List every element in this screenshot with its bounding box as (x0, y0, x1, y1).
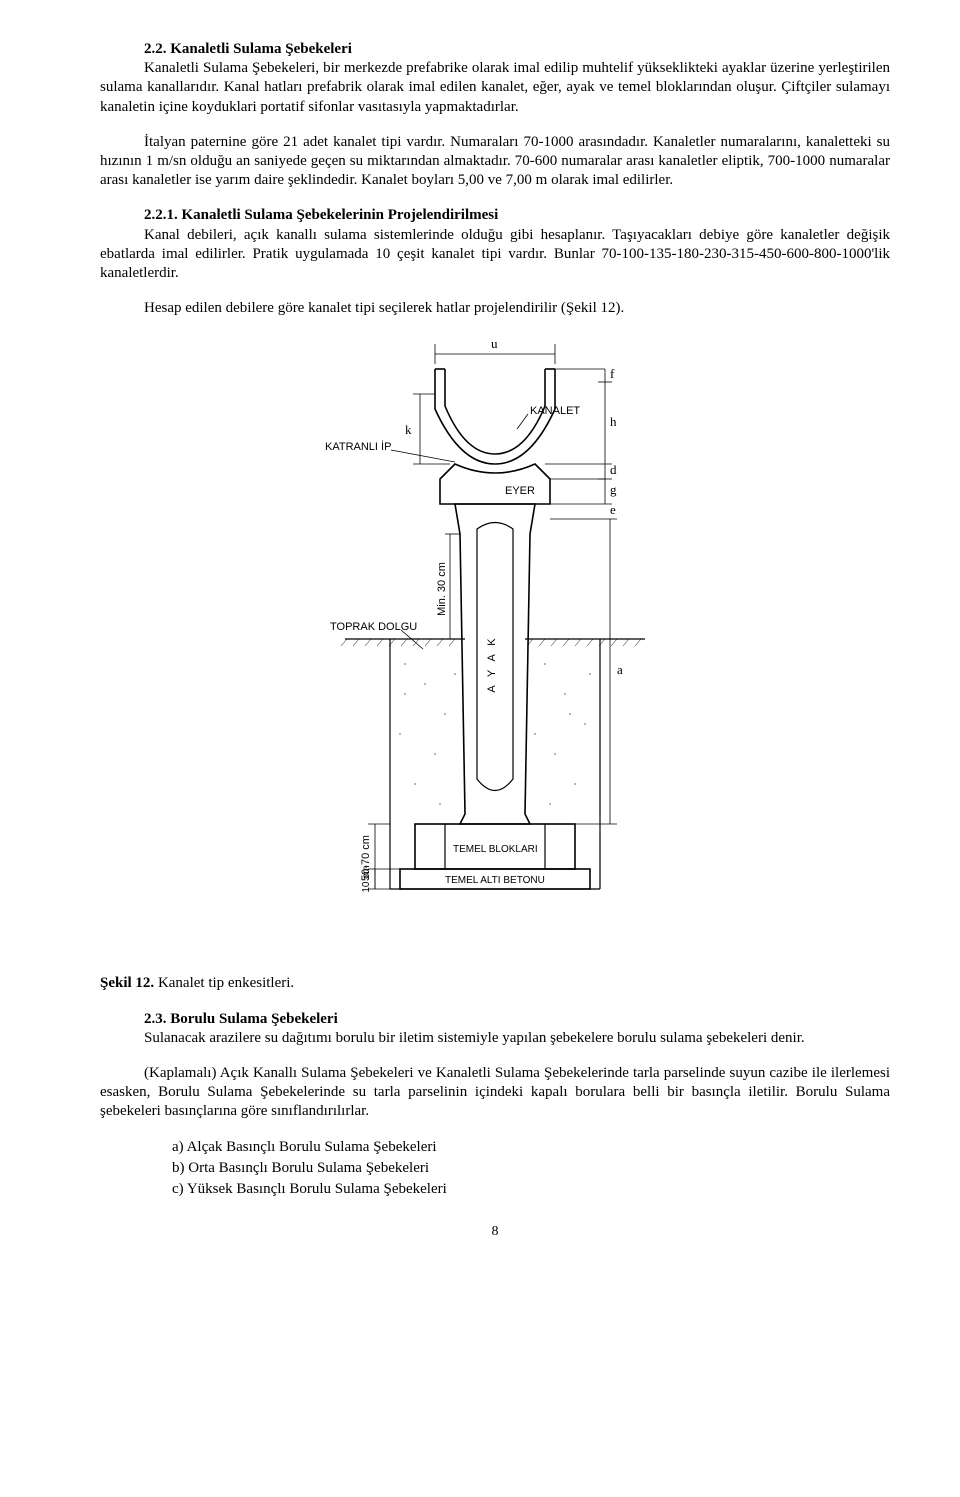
dim-d: d (610, 462, 617, 477)
dim-u: u (491, 336, 498, 351)
heading-2-2: 2.2. Kanaletli Sulama Şebekeleri (100, 40, 890, 59)
label-ayak: A Y A K (486, 636, 498, 693)
list-item-b: b) Orta Basınçlı Borulu Sulama Şebekeler… (172, 1159, 890, 1178)
list-item-c: c) Yüksek Basınçlı Borulu Sulama Şebekel… (172, 1180, 890, 1199)
dim-k: k (405, 422, 412, 437)
para-2-3-a: Sulanacak arazilere su dağıtımı borulu b… (100, 1029, 890, 1048)
page-number: 8 (100, 1223, 890, 1241)
para-2-2-a: Kanaletli Sulama Şebekeleri, bir merkezd… (100, 59, 890, 117)
dim-f: f (610, 366, 615, 381)
dim-g: g (610, 482, 617, 497)
heading-2-3: 2.3. Borulu Sulama Şebekeleri (100, 1010, 890, 1029)
dim-h: h (610, 414, 617, 429)
dim-min-30: Min. 30 cm (436, 562, 448, 616)
label-eyer: EYER (505, 485, 535, 497)
para-2-2-b: İtalyan paternine göre 21 adet kanalet t… (100, 133, 890, 191)
kanalet-diagram: u f h k KANALET KATRANLI İP EYER d g e A… (305, 334, 685, 954)
label-temel-alti-betonu: TEMEL ALTI BETONU (445, 875, 545, 886)
heading-2-2-1: 2.2.1. Kanaletli Sulama Şebekelerinin Pr… (100, 206, 890, 225)
list-item-a: a) Alçak Basınçlı Borulu Sulama Şebekele… (172, 1138, 890, 1157)
label-toprak-dolgu: TOPRAK DOLGU (330, 621, 417, 633)
label-kanalet: KANALET (530, 405, 580, 417)
para-2-2-1-b: Hesap edilen debilere göre kanalet tipi … (100, 299, 890, 318)
para-2-2-1-a: Kanal debileri, açık kanallı sulama sist… (100, 226, 890, 284)
figure-12-caption-bold: Şekil 12. (100, 975, 154, 991)
figure-12: u f h k KANALET KATRANLI İP EYER d g e A… (100, 334, 890, 960)
list-2-3: a) Alçak Basınçlı Borulu Sulama Şebekele… (172, 1138, 890, 1200)
dim-10cm: 10 cm (361, 866, 372, 893)
label-temel-bloklari: TEMEL BLOKLARI (453, 844, 538, 855)
para-2-3-b: (Kaplamalı) Açık Kanallı Sulama Şebekele… (100, 1064, 890, 1122)
label-katranli-ip: KATRANLI İP (325, 440, 391, 453)
dim-a: a (617, 662, 623, 677)
dim-e: e (610, 502, 616, 517)
figure-12-caption-rest: Kanalet tip enkesitleri. (154, 975, 294, 991)
figure-12-caption: Şekil 12. Kanalet tip enkesitleri. (100, 974, 890, 993)
